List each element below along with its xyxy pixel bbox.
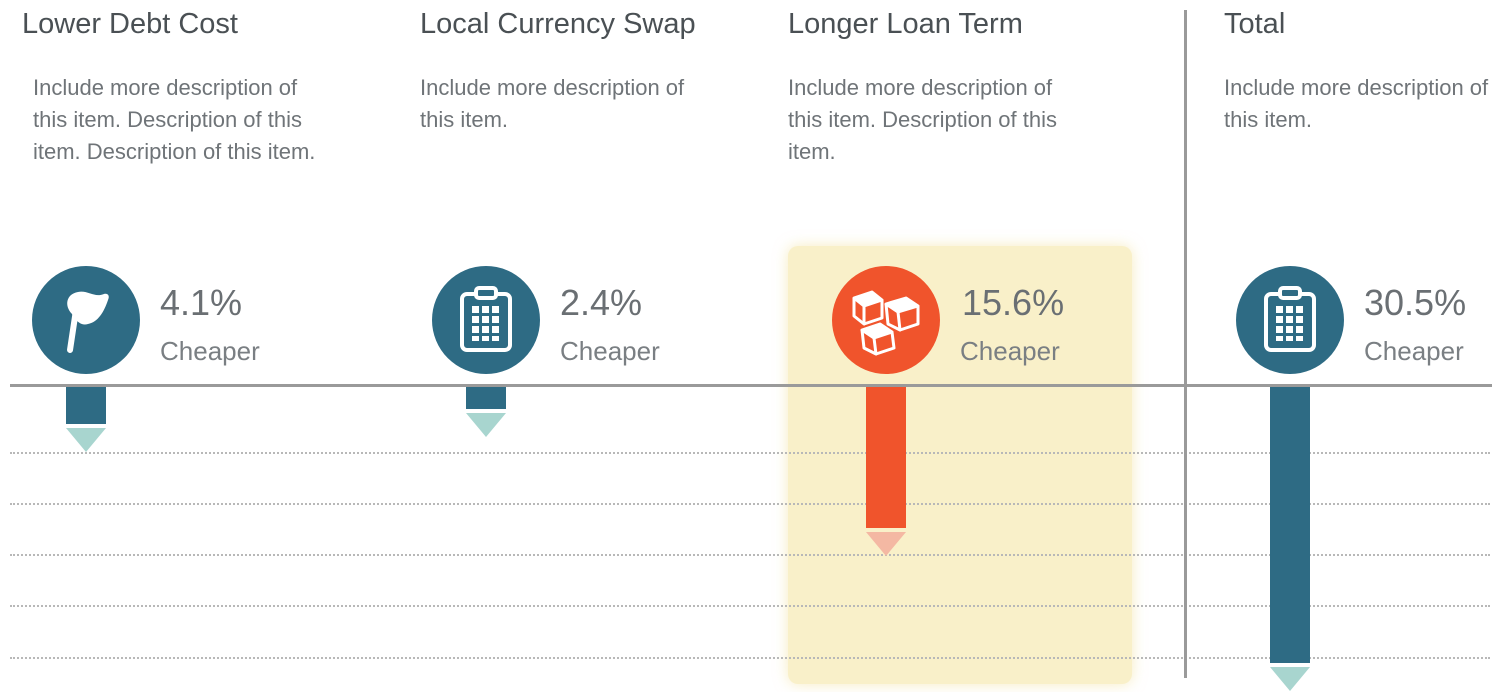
sub-label: Cheaper — [160, 336, 260, 366]
column-title: Total — [1224, 8, 1286, 40]
bar-arrow-longer-loan-term — [866, 532, 906, 556]
bar-lower-debt-cost — [66, 387, 106, 424]
bar-longer-loan-term — [866, 387, 906, 528]
bar-arrow-local-currency-swap — [466, 413, 506, 437]
cubes-icon — [832, 266, 940, 374]
value-label: 15.6% — [962, 282, 1065, 323]
clipboard-icon — [1236, 266, 1344, 374]
column-description: Include more description of this item. — [420, 75, 685, 132]
value-label: 2.4% — [560, 282, 643, 323]
gridline — [10, 657, 1490, 659]
column-description: Include more description of this item. D… — [33, 75, 316, 164]
column-title: Lower Debt Cost — [22, 8, 238, 40]
value-label: 4.1% — [160, 282, 243, 323]
gridline — [10, 452, 1490, 454]
sub-label: Cheaper — [1364, 336, 1464, 366]
gridline — [10, 554, 1490, 556]
flag-icon — [32, 266, 140, 374]
column-title: Longer Loan Term — [788, 8, 1023, 40]
sub-label: Cheaper — [960, 336, 1060, 366]
bar-local-currency-swap — [466, 387, 506, 409]
bar-arrow-lower-debt-cost — [66, 428, 106, 452]
clipboard-icon — [432, 266, 540, 374]
sub-label: Cheaper — [560, 336, 660, 366]
baseline — [10, 384, 1492, 387]
column-description: Include more description of this item. — [1224, 75, 1489, 132]
gridline — [10, 605, 1490, 607]
gridline — [10, 503, 1490, 505]
column-description: Include more description of this item. D… — [788, 75, 1057, 164]
bar-arrow-total — [1270, 667, 1310, 691]
total-divider — [1184, 10, 1187, 678]
value-label: 30.5% — [1364, 282, 1467, 323]
bar-total — [1270, 387, 1310, 663]
column-title: Local Currency Swap — [420, 8, 696, 40]
